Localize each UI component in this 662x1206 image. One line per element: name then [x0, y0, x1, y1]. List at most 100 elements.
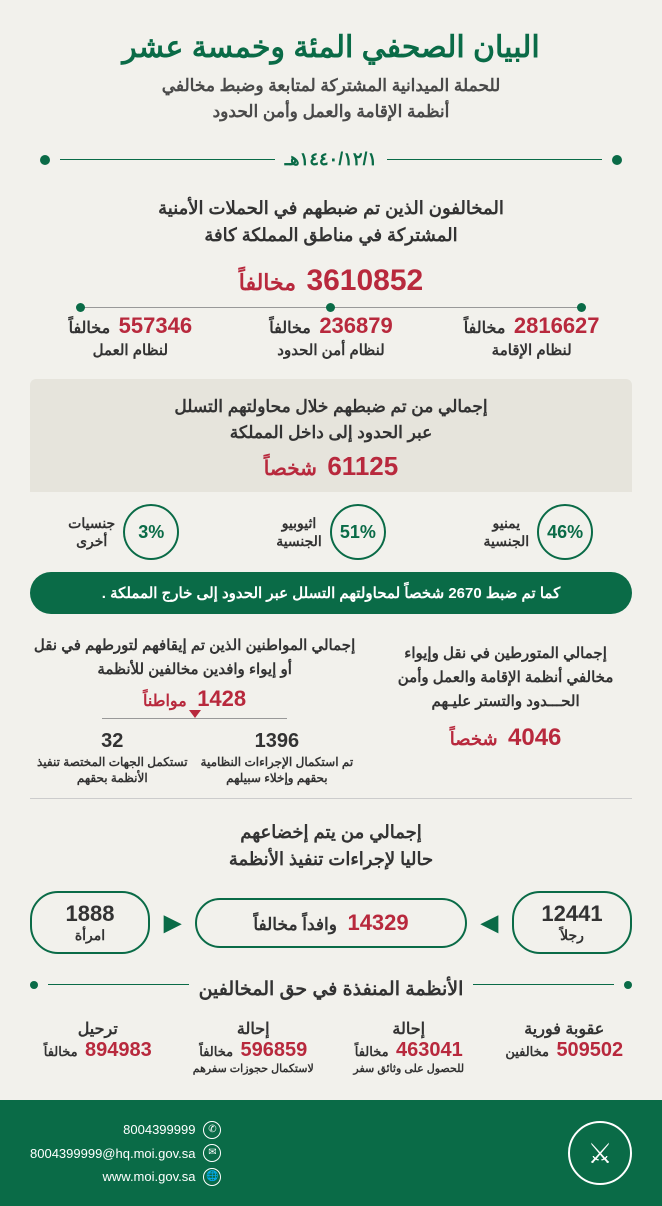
total-number: 3610852 — [306, 264, 423, 297]
men-label: رجلاً — [532, 927, 612, 944]
pen-number: 894983 — [85, 1039, 152, 1061]
men-pill: 12441 رجلاً — [512, 891, 632, 954]
box-unit: شخصاً — [264, 458, 317, 480]
pending-procedures: 32 تستكمل الجهات المختصة تنفيذ الأنظمة ب… — [30, 730, 195, 786]
penalties-title-row: الأنظمة المنفذة في حق المخالفين — [0, 960, 662, 1009]
infographic-page: البيان الصحفي المئة وخمسة عشر للحملة الم… — [0, 0, 662, 1206]
breakdown-border: 236879 مخالفاً لنظام أمن الحدود — [231, 313, 432, 359]
women-pill: 1888 امرأة — [30, 891, 150, 954]
subtitle-line-2: أنظمة الإقامة والعمل وأمن الحدود — [40, 99, 622, 125]
accomplices-section: إجمالي المتورطين في نقل وإيواء مخالفي أن… — [30, 634, 632, 786]
pen-unit: مخالفاً — [199, 1044, 233, 1059]
section1-title-l2: المشتركة في مناطق المملكة كافة — [60, 222, 602, 249]
nationality-percentages: 46% يمنيو الجنسية 51% اثيوبيو الجنسية 3%… — [30, 504, 632, 560]
procedures-title: إجمالي من يتم إخضاعهم حاليا لإجراءات تنف… — [0, 811, 662, 881]
total-unit: مخالفاً — [239, 270, 296, 295]
breakdown-labor: 557346 مخالفاً لنظام العمل — [30, 313, 231, 359]
col-text: إجمالي المتورطين في نقل وإيواء مخالفي أن… — [379, 642, 632, 714]
divider-line — [387, 159, 602, 160]
penalty-referral-booking: إحالة 596859 مخالفاً لاستكمال حجوزات سفر… — [176, 1019, 332, 1075]
pct-other: 3% جنسيات أخرى — [30, 504, 217, 560]
dot-icon — [40, 155, 50, 165]
penalty-deportation: ترحيل 894983 مخالفاً — [20, 1019, 176, 1075]
violations-breakdown: 2816627 مخالفاً لنظام الإقامة 236879 مخا… — [0, 313, 662, 379]
pen-number: 596859 — [241, 1039, 308, 1061]
sub-number: 1396 — [195, 730, 360, 753]
col-unit: مواطناً — [143, 693, 187, 710]
connector-line — [80, 307, 582, 317]
footer: ⚔ 8004399999 ✆ 8004399999@hq.moi.gov.sa … — [0, 1100, 662, 1206]
section1-title: المخالفون الذين تم ضبطهم في الحملات الأم… — [0, 185, 662, 259]
total-unit: وافداً مخالفاً — [253, 915, 337, 934]
dot-icon — [30, 981, 38, 989]
footer-contacts: 8004399999 ✆ 8004399999@hq.moi.gov.sa ✉ … — [30, 1118, 221, 1188]
penalties-row: عقوبة فورية 509502 مخالفين إحالة 463041 … — [0, 1009, 662, 1100]
date-row: ١٤٤٠/١٢/١هـ — [0, 149, 662, 170]
exit-infiltration-banner: كما تم ضبط 2670 شخصاً لمحاولتهم التسلل ع… — [30, 572, 632, 614]
sub-number: 32 — [30, 730, 195, 753]
item-unit: مخالفاً — [69, 320, 111, 337]
divider-line — [30, 798, 632, 799]
women-label: امرأة — [50, 927, 130, 944]
pen-head: عقوبة فورية — [491, 1019, 639, 1039]
procedures-row: 12441 رجلاً ◀ 14329 وافداً مخالفاً ▶ 188… — [30, 891, 632, 954]
penalty-referral-docs: إحالة 463041 مخالفاً للحصول على وثائق سف… — [331, 1019, 487, 1075]
header: البيان الصحفي المئة وخمسة عشر للحملة الم… — [0, 0, 662, 134]
email-icon: ✉ — [203, 1144, 221, 1162]
main-title: البيان الصحفي المئة وخمسة عشر — [40, 30, 622, 65]
total-number: 14329 — [347, 910, 408, 935]
box-heading-l1: إجمالي من تم ضبطهم خلال محاولتهم التسلل — [50, 394, 612, 420]
women-number: 1888 — [50, 901, 130, 927]
sub-label: تستكمل الجهات المختصة تنفيذ الأنظمة بحقه… — [30, 755, 195, 786]
men-number: 12441 — [532, 901, 612, 927]
contact-phone: 8004399999 ✆ — [30, 1118, 221, 1141]
citizens-split: 1396 تم استكمال الإجراءات النظامية بحقهم… — [30, 718, 359, 786]
divider-line — [473, 984, 614, 985]
arrow-icon: ▶ — [164, 910, 181, 936]
pen-sub: للحصول على وثائق سفر — [335, 1062, 483, 1075]
pen-unit: مخالفاً — [355, 1044, 389, 1059]
item-label: لنظام الإقامة — [431, 341, 632, 359]
infiltration-box: إجمالي من تم ضبطهم خلال محاولتهم التسلل … — [30, 379, 632, 492]
item-unit: مخالفاً — [464, 320, 506, 337]
percent-label: يمنيو الجنسية — [484, 514, 530, 550]
completed-procedures: 1396 تم استكمال الإجراءات النظامية بحقهم… — [195, 730, 360, 786]
pct-ethiopian: 51% اثيوبيو الجنسية — [237, 504, 424, 560]
col-number: 4046 — [508, 724, 561, 751]
pen-number: 509502 — [556, 1039, 623, 1061]
percent-label: اثيوبيو الجنسية — [276, 514, 322, 550]
arrow-icon: ◀ — [481, 910, 498, 936]
emblem-icon: ⚔ — [568, 1121, 632, 1185]
box-heading-l2: عبر الحدود إلى داخل المملكة — [50, 420, 612, 446]
percent-circle: 51% — [330, 504, 386, 560]
breakdown-residency: 2816627 مخالفاً لنظام الإقامة — [431, 313, 632, 359]
divider-line — [48, 984, 189, 985]
contact-web: www.moi.gov.sa 🌐 — [30, 1165, 221, 1188]
penalties-title: الأنظمة المنفذة في حق المخالفين — [199, 978, 464, 1001]
total-pill: 14329 وافداً مخالفاً — [195, 898, 467, 948]
pen-unit: مخالفاً — [44, 1044, 78, 1059]
citizens-involved: إجمالي المواطنين الذين تم إيقافهم لتورطه… — [30, 634, 359, 786]
phone-icon: ✆ — [203, 1121, 221, 1139]
item-label: لنظام أمن الحدود — [231, 341, 432, 359]
pen-sub: لاستكمال حجوزات سفرهم — [180, 1062, 328, 1075]
item-unit: مخالفاً — [269, 320, 311, 337]
triangle-icon — [189, 710, 201, 718]
pen-head: إحالة — [335, 1019, 483, 1039]
pen-head: إحالة — [180, 1019, 328, 1039]
pct-yemeni: 46% يمنيو الجنسية — [445, 504, 632, 560]
col-text: إجمالي المواطنين الذين تم إيقافهم لتورطه… — [30, 634, 359, 682]
sub-label: تم استكمال الإجراءات النظامية بحقهم وإخل… — [195, 755, 360, 786]
dot-icon — [624, 981, 632, 989]
contact-email: 8004399999@hq.moi.gov.sa ✉ — [30, 1142, 221, 1165]
item-label: لنظام العمل — [30, 341, 231, 359]
pen-number: 463041 — [396, 1039, 463, 1061]
section1-title-l1: المخالفون الذين تم ضبطهم في الحملات الأم… — [60, 195, 602, 222]
subtitle-line-1: للحملة الميدانية المشتركة لمتابعة وضبط م… — [40, 73, 622, 99]
pen-head: ترحيل — [24, 1019, 172, 1039]
col-number: 1428 — [197, 686, 246, 711]
penalty-immediate: عقوبة فورية 509502 مخالفين — [487, 1019, 643, 1075]
divider-line — [60, 159, 275, 160]
date-text: ١٤٤٠/١٢/١هـ — [285, 149, 377, 170]
accomplices-total: إجمالي المتورطين في نقل وإيواء مخالفي أن… — [379, 634, 632, 786]
